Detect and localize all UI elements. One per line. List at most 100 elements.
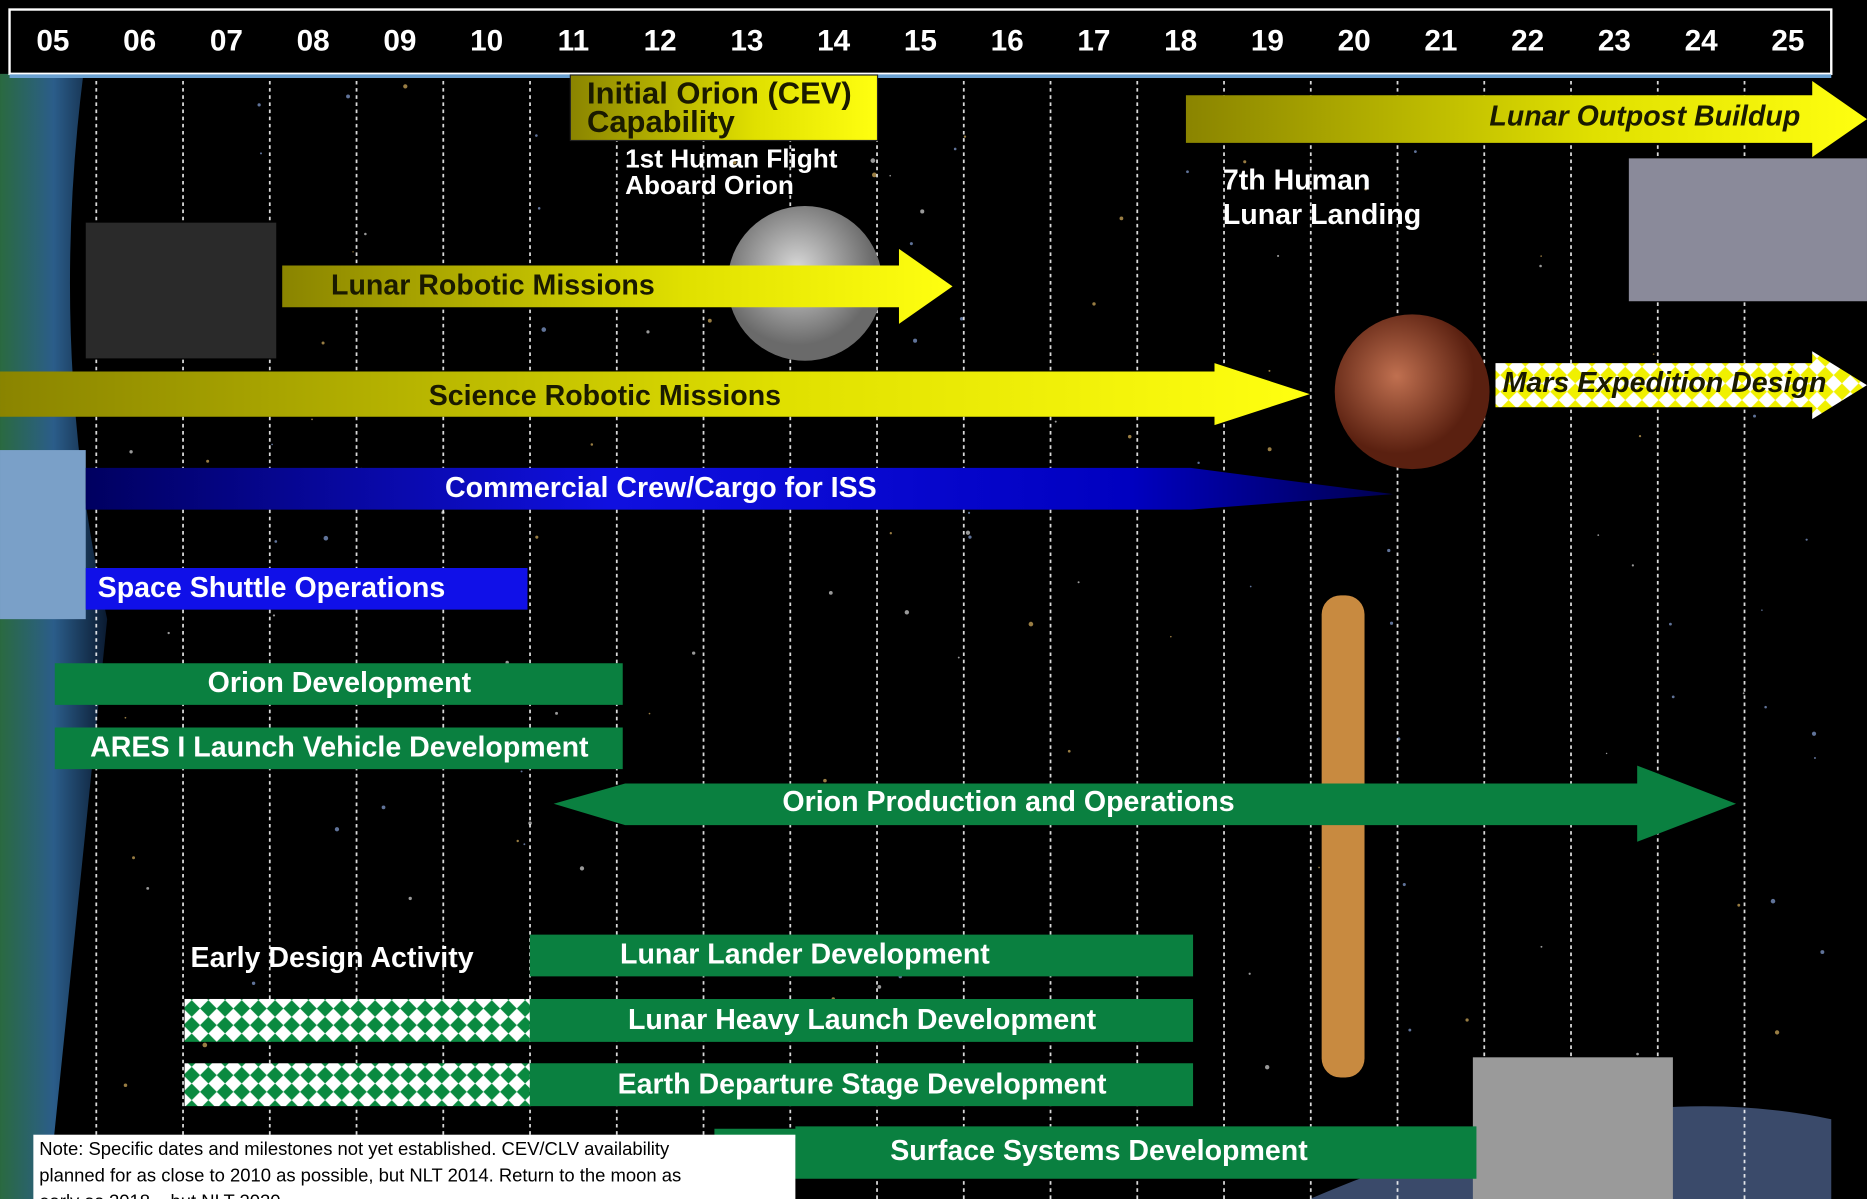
star [1820,950,1824,954]
milestone-label: Capability [587,104,736,139]
star [877,985,881,989]
star [1268,447,1272,451]
star [871,158,876,163]
star [1092,302,1095,305]
star [890,532,892,534]
star [258,103,261,106]
star [1029,622,1034,627]
star [1771,899,1776,904]
star [1250,586,1252,588]
milestone-label: 7th Human [1223,165,1371,197]
star [335,827,339,831]
star [905,610,909,614]
bar-label: Lunar Lander Development [620,939,990,971]
star [968,535,971,538]
star [555,712,558,715]
star [1120,216,1124,220]
early-design-label: Early Design Activity [191,942,474,974]
star [324,536,329,541]
year-label: 20 [1338,25,1371,58]
star [1764,706,1767,709]
star [1408,1029,1411,1032]
star [889,175,891,177]
bar-label: Lunar Outpost Buildup [1489,100,1800,132]
year-label: 07 [210,25,243,58]
star [124,1083,128,1087]
star [1170,636,1172,638]
year-label: 17 [1077,25,1110,58]
bar-label: Science Robotic Missions [429,380,781,412]
star [523,843,525,845]
star [517,840,519,842]
star [125,717,127,719]
early-design-hatch [185,999,530,1042]
year-label: 15 [904,25,937,58]
star [311,418,313,420]
star [966,531,970,535]
star [1128,435,1132,439]
star [1540,255,1542,257]
year-label: 11 [558,25,589,58]
star [1078,581,1080,583]
mars-image [1335,314,1490,469]
star [823,779,827,783]
robotic-probe-image [86,223,277,359]
star [538,207,541,210]
star [829,591,833,595]
bar-label: Commercial Crew/Cargo for ISS [445,472,877,504]
bar-label: Earth Departure Stage Development [618,1068,1107,1100]
star [1639,435,1641,437]
star [252,982,255,985]
star [1465,1018,1468,1021]
star [521,770,523,772]
year-label: 14 [817,25,851,58]
bar-label: ARES I Launch Vehicle Development [90,731,589,763]
bar-label: Orion Production and Operations [782,786,1234,818]
year-label: 21 [1424,25,1457,58]
timeline: 0506070809101112131415161718192021222324… [0,0,1867,1199]
star [409,897,412,900]
star [1387,549,1390,552]
star [872,173,877,178]
star [1743,692,1745,694]
star [954,148,957,151]
footnote-line: Note: Specific dates and milestones not … [39,1138,670,1159]
star [364,233,367,236]
star [1806,539,1808,541]
star [352,251,353,252]
star [1775,1030,1779,1034]
star [1632,564,1634,566]
star [913,339,917,343]
star [968,512,970,514]
star [271,444,273,446]
heavy-rocket-image [1322,595,1365,1077]
star [1597,534,1599,536]
star [1243,160,1246,163]
star [646,330,649,333]
star [129,450,132,453]
year-label: 25 [1771,25,1804,58]
star [1606,753,1607,754]
year-label: 22 [1511,25,1544,58]
year-label: 16 [991,25,1024,58]
year-label: 23 [1598,25,1631,58]
star [403,84,407,88]
star [382,805,386,809]
footnote-line: planned for as close to 2010 as possible… [39,1164,681,1185]
star [958,657,960,659]
star [541,327,546,332]
year-label: 09 [383,25,416,58]
star [1636,1053,1639,1056]
bar-label: Lunar Heavy Launch Development [628,1004,1097,1036]
bar-label: Orion Development [208,667,472,699]
year-label: 13 [730,25,763,58]
astronaut-image [1473,1057,1673,1199]
star [273,614,275,616]
star [964,135,966,137]
star [132,856,135,859]
star [1414,150,1417,153]
outpost-image [1629,158,1867,301]
star [1277,255,1279,257]
bar-label: Mars Expedition Design [1503,367,1827,399]
star [346,94,350,98]
